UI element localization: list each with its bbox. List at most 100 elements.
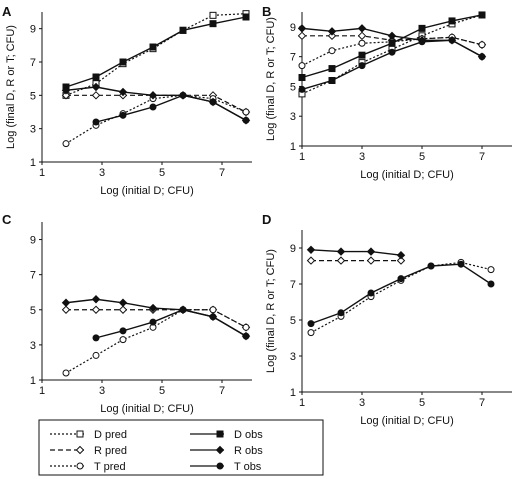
panel-a-r-obs-point [61, 86, 71, 95]
panel-b-letter: B [262, 4, 271, 19]
panel-b-plot: 1 3 5 7 1 3 5 7 9 Log (initial D; CFU) Log (final … [265, 11, 512, 181]
panel-b-x-tick-label: 1 [299, 151, 305, 163]
legend-item-d-pred: D pred [50, 429, 127, 441]
panel-a-y-tick-label: 9 [30, 24, 36, 36]
panel-a-t-obs-point [92, 118, 100, 126]
panel-b-d-obs-point [448, 17, 456, 25]
panel-c-r-obs-point [61, 298, 71, 307]
panel-c-y-tick-label: 5 [30, 305, 36, 317]
panel-d-y-tick-label: 1 [290, 387, 296, 399]
panel-b-r-obs-point [357, 24, 367, 33]
panel-a-r-obs-point [118, 87, 128, 97]
panel-c-letter: C [2, 212, 12, 227]
panel-a: A 1 3 5 7 1 3 5 7 9 Log (initial D; CFU) Log (fina… [2, 4, 252, 197]
panel-a-letter: A [2, 4, 12, 19]
panel-b-x-tick-label: 7 [479, 151, 485, 163]
panel-a-r-obs-point [148, 91, 158, 100]
legend-item-r-pred: R pred [50, 445, 127, 457]
legend-label: R obs [234, 445, 263, 457]
panel-a-y-tick-label: 1 [30, 157, 36, 169]
panel-a-t-obs-point [209, 98, 217, 106]
panel-c-x-axis-label: Log (initial D; CFU) [100, 403, 194, 415]
panel-d-series-r-pred [306, 256, 406, 265]
panel-a-y-tick-label: 7 [30, 57, 36, 69]
panel-c-r-pred-point [118, 305, 128, 314]
panel-b-t-obs-point [478, 53, 486, 61]
panel-c-t-obs-point [179, 306, 187, 314]
panel-c-r-pred-point [91, 305, 101, 314]
panel-a-d-obs-point [92, 73, 100, 81]
panel-d-r-obs-line [310, 249, 402, 256]
panel-d-series-t-obs [307, 260, 495, 328]
panel-c-y-tick-label: 7 [30, 270, 36, 282]
panel-a-d-obs-point [179, 26, 187, 34]
panel-b-t-pred-point [328, 47, 336, 55]
panel-b-t-obs-point [328, 76, 336, 84]
panel-b-d-obs-point [358, 51, 366, 59]
panel-c-t-pred-line [65, 309, 247, 374]
panel-c-t-pred-point [92, 351, 100, 359]
panel-b-d-obs-point [478, 11, 486, 19]
panel-b-x-tick-label: 5 [419, 151, 425, 163]
panel-a-series-t-obs [92, 91, 250, 126]
panel-c-t-obs-point [119, 327, 127, 335]
panel-a-d-obs-point [242, 13, 250, 21]
legend-label: R pred [94, 445, 127, 457]
panel-d-r-obs-point [396, 250, 406, 260]
panel-a-d-obs-point [209, 20, 217, 28]
panel-c-t-pred-point [62, 369, 70, 377]
panel-c-r-obs-line [65, 298, 247, 337]
panel-d-r-pred-point [396, 256, 406, 265]
legend-label: T pred [94, 461, 126, 473]
panel-c-series-t-obs [92, 306, 250, 342]
legend-label: D obs [234, 429, 263, 441]
legend-box [38, 419, 324, 476]
panel-b-r-pred-point [357, 31, 367, 41]
panel-d-r-pred-point [336, 256, 346, 265]
panel-d-r-obs-point [366, 247, 376, 256]
panel-b-t-obs-point [298, 85, 306, 93]
panel-a-r-obs-line [65, 86, 247, 121]
panel-a-r-pred-point [91, 91, 101, 100]
panel-b: B 1 3 5 7 1 3 5 7 9 Log (initial D; CFU) Log (fina… [262, 4, 512, 181]
panel-d-t-pred-point [487, 266, 495, 274]
panel-c-y-tick-label: 9 [30, 235, 36, 247]
panel-a-t-obs-line [95, 94, 247, 123]
panel-b-t-obs-point [448, 36, 456, 44]
panel-b-d-obs-point [328, 65, 336, 73]
panel-d-plot: 1 3 5 7 1 3 5 7 9 Log (initial D; CFU) Log (final … [265, 230, 512, 427]
panel-c-t-obs-point [149, 318, 157, 326]
panel-b-series-d-obs [298, 11, 486, 82]
panel-a-t-pred-point [242, 108, 250, 116]
legend-marker [76, 430, 84, 438]
panel-d-t-obs-point [337, 309, 345, 317]
panel-c-y-tick-label: 1 [30, 375, 36, 387]
panel-a-d-obs-point [119, 58, 127, 66]
panel-b-t-pred-point [478, 41, 486, 49]
panel-b-y-tick-label: 3 [290, 111, 296, 123]
panel-a-x-axis-label: Log (initial D; CFU) [100, 185, 194, 197]
legend-marker [76, 462, 84, 470]
legend-item-r-obs: R obs [190, 445, 263, 457]
panel-c-r-pred-point [61, 305, 71, 314]
legend-marker [215, 445, 225, 455]
panel-d-x-tick-label: 5 [419, 397, 425, 409]
panel-a-t-pred-line [65, 94, 247, 145]
panel-d-t-obs-point [397, 275, 405, 283]
panel-d-series-t-pred [307, 258, 495, 337]
panel-d-t-pred-point [307, 329, 315, 337]
panel-c-series-r-obs [61, 295, 251, 341]
legend-item-t-pred: T pred [50, 461, 126, 473]
panel-d-r-pred-point [366, 256, 376, 265]
panel-d-y-tick-label: 3 [290, 351, 296, 363]
panel-b-t-obs-point [418, 38, 426, 46]
panel-b-t-pred-point [298, 62, 306, 70]
panel-a-t-obs-point [119, 111, 127, 119]
panel-c-x-tick-label: 5 [159, 385, 165, 397]
panel-d-x-tick-label: 1 [299, 397, 305, 409]
panel-a-x-tick-label: 3 [99, 167, 105, 179]
panel-c-series-t-pred [62, 306, 250, 377]
panel-a-y-tick-label: 3 [30, 124, 36, 136]
panel-b-t-obs-point [388, 48, 396, 56]
panel-c-t-obs-point [92, 334, 100, 342]
